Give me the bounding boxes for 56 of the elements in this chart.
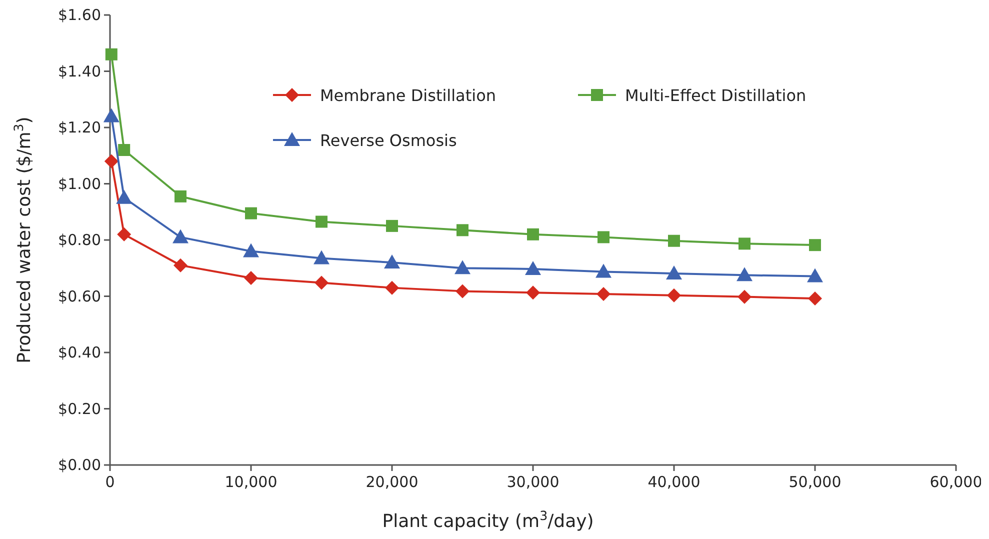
point — [598, 231, 610, 244]
point — [736, 267, 752, 282]
point — [738, 238, 750, 250]
y-tick-label: $0.20 — [58, 400, 101, 418]
legend-label: Membrane Distillation — [320, 86, 496, 105]
point — [596, 264, 612, 278]
point — [105, 48, 118, 60]
point — [456, 284, 470, 298]
x-tick-label: 60,000 — [930, 473, 982, 491]
point — [596, 287, 610, 301]
point — [314, 250, 330, 264]
x-tick-label: 50,000 — [788, 473, 842, 491]
point — [667, 288, 681, 302]
point — [456, 224, 468, 236]
y-tick-label: $1.00 — [58, 174, 101, 193]
y-tick-label: $0.60 — [58, 287, 101, 306]
x-tick-label: 30,000 — [506, 473, 560, 491]
point — [808, 292, 822, 306]
point — [666, 265, 682, 280]
y-tick-label: $1.60 — [58, 6, 101, 24]
x-tick-label: 40,000 — [648, 473, 700, 491]
y-tick-label: $0.00 — [58, 456, 101, 474]
point — [103, 108, 120, 122]
y-tick-label: $1.20 — [58, 118, 101, 136]
point — [384, 254, 400, 268]
point — [525, 260, 541, 275]
x-axis-title: Plant capacity (m$^{3}$/day) — [382, 508, 594, 532]
y-tick-label: $1.40 — [58, 62, 101, 80]
point — [244, 270, 258, 285]
point — [243, 243, 259, 258]
x-tick-label: 20,000 — [366, 473, 418, 491]
point — [526, 286, 540, 300]
point — [245, 207, 257, 220]
point — [174, 258, 188, 272]
point — [316, 216, 328, 228]
point — [527, 228, 539, 240]
point — [809, 239, 821, 252]
point — [386, 220, 398, 232]
point — [104, 154, 118, 168]
point — [172, 229, 188, 244]
point — [116, 190, 132, 204]
legend-label: Reverse Osmosis — [320, 131, 457, 150]
point — [385, 280, 399, 295]
y-tick-label: $0.80 — [58, 231, 101, 249]
x-tick-label: 0 — [105, 473, 115, 491]
legend-label: Multi-Effect Distillation — [625, 86, 806, 105]
point — [668, 234, 680, 247]
point — [117, 227, 132, 242]
y-tick-label: $0.40 — [58, 344, 101, 362]
point — [314, 276, 328, 290]
point — [118, 144, 130, 156]
point — [454, 260, 470, 274]
point — [738, 290, 752, 304]
x-tick-label: 10,000 — [224, 473, 278, 491]
point — [807, 268, 823, 282]
point — [174, 190, 186, 202]
